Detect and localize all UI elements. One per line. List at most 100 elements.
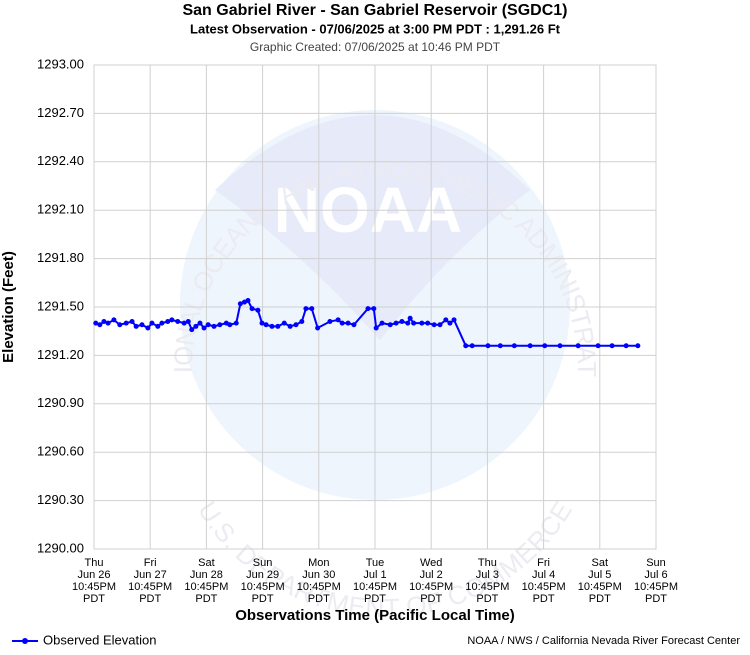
x-tick-label: PDT — [83, 593, 105, 605]
x-tick-label: PDT — [420, 593, 442, 605]
point — [263, 322, 269, 328]
chart-title: San Gabriel River - San Gabriel Reservoi… — [182, 2, 567, 19]
point — [123, 320, 129, 326]
point — [437, 322, 443, 328]
point — [387, 322, 393, 328]
point — [201, 325, 207, 331]
y-tick-label: 1290.00 — [37, 540, 84, 555]
point — [327, 319, 333, 325]
x-tick-label: Jul 2 — [420, 569, 443, 581]
x-tick-label: Tue — [366, 557, 385, 569]
x-tick-label: Sun — [253, 557, 273, 569]
point — [93, 320, 99, 326]
x-tick-label: Jul 4 — [532, 569, 555, 581]
point — [451, 317, 457, 323]
point — [129, 319, 135, 325]
point — [373, 325, 379, 331]
watermark-bird — [215, 115, 530, 340]
point — [309, 306, 315, 312]
x-tick-label: PDT — [308, 593, 330, 605]
legend-marker — [22, 638, 28, 644]
point — [595, 343, 601, 349]
point — [557, 343, 563, 349]
y-tick-label: 1290.60 — [37, 444, 84, 459]
point — [105, 320, 111, 326]
x-tick-label: Sat — [198, 557, 215, 569]
point — [249, 306, 255, 312]
x-tick-label: 10:45PM — [72, 581, 116, 593]
x-tick-label: PDT — [252, 593, 274, 605]
x-tick-label: PDT — [476, 593, 498, 605]
point — [443, 317, 449, 323]
point — [111, 317, 117, 323]
point — [463, 343, 469, 349]
x-tick-label: 10:45PM — [297, 581, 341, 593]
point — [447, 320, 453, 326]
x-tick-label: Jul 6 — [644, 569, 667, 581]
y-tick-label: 1290.90 — [37, 395, 84, 410]
x-tick-label: 10:45PM — [241, 581, 285, 593]
point — [155, 323, 161, 329]
y-tick-label: 1291.20 — [37, 347, 84, 362]
chart-subtitle: Latest Observation - 07/06/2025 at 3:00 … — [190, 21, 561, 36]
x-tick-label: Jun 28 — [190, 569, 223, 581]
point — [145, 325, 151, 331]
point — [181, 320, 187, 326]
y-tick-label: 1293.00 — [37, 56, 84, 71]
point — [101, 319, 107, 325]
y-tick-label: 1292.40 — [37, 153, 84, 168]
x-tick-label: 10:45PM — [578, 581, 622, 593]
y-tick-label: 1290.30 — [37, 492, 84, 507]
x-tick-label: Thu — [478, 557, 497, 569]
x-tick-label: Jun 27 — [134, 569, 167, 581]
point — [259, 320, 265, 326]
credit: NOAA / NWS / California Nevada River For… — [467, 635, 740, 647]
point — [245, 298, 251, 304]
point — [193, 323, 199, 329]
x-tick-label: 10:45PM — [634, 581, 678, 593]
y-tick-label: 1292.70 — [37, 105, 84, 120]
x-tick-label: Thu — [85, 557, 104, 569]
point — [299, 319, 305, 325]
point — [527, 343, 533, 349]
point — [623, 343, 629, 349]
point — [485, 343, 491, 349]
x-tick-label: PDT — [139, 593, 161, 605]
x-tick-label: Jun 29 — [246, 569, 279, 581]
point — [97, 322, 103, 328]
point — [237, 301, 243, 307]
point — [339, 320, 345, 326]
point — [255, 307, 261, 313]
point — [609, 343, 615, 349]
point — [345, 320, 351, 326]
x-tick-label: 10:45PM — [128, 581, 172, 593]
x-tick-label: Jul 1 — [363, 569, 386, 581]
x-tick-label: Fri — [144, 557, 157, 569]
point — [185, 319, 191, 325]
x-tick-label: PDT — [645, 593, 667, 605]
point — [211, 323, 217, 329]
point — [287, 323, 293, 329]
point — [335, 317, 341, 323]
point — [303, 306, 309, 312]
point — [217, 322, 223, 328]
y-tick-label: 1292.10 — [37, 202, 84, 217]
x-tick-label: Jul 3 — [476, 569, 499, 581]
x-tick-label: Jul 5 — [588, 569, 611, 581]
y-tick-label: 1291.80 — [37, 250, 84, 265]
point — [635, 343, 641, 349]
point — [149, 320, 155, 326]
x-tick-label: 10:45PM — [465, 581, 509, 593]
point — [293, 322, 299, 328]
point — [399, 319, 405, 325]
x-tick-label: Jun 30 — [302, 569, 335, 581]
point — [407, 315, 413, 321]
x-tick-label: 10:45PM — [184, 581, 228, 593]
point — [497, 343, 503, 349]
x-tick-label: Fri — [537, 557, 550, 569]
x-tick-label: 10:45PM — [409, 581, 453, 593]
y-axis-label: Elevation (Feet) — [0, 251, 17, 363]
point — [393, 320, 399, 326]
point — [165, 319, 171, 325]
